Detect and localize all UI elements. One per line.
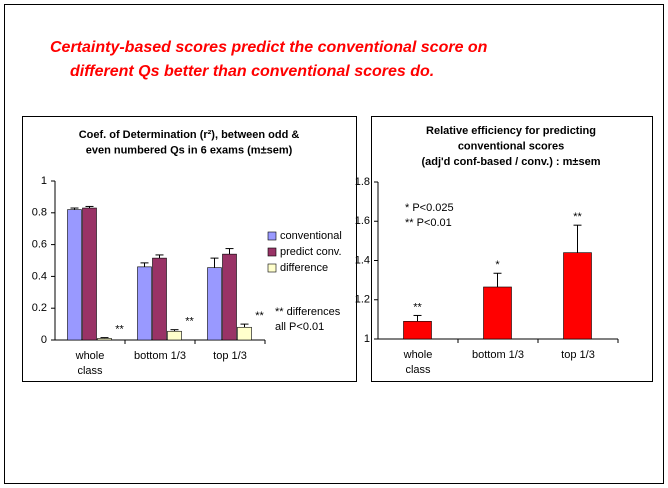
bar: [207, 267, 222, 341]
y-tick-label: 1.6: [355, 215, 370, 227]
legend-swatch: [267, 231, 277, 241]
bar: [483, 286, 512, 340]
chart-title: (adj'd conf-based / conv.) : m±sem: [422, 156, 601, 168]
x-tick-label: bottom 1/3: [472, 349, 524, 361]
legend-label: difference: [280, 262, 328, 274]
chart-title: conventional scores: [458, 140, 564, 152]
y-tick-label: 1.4: [355, 254, 370, 266]
y-tick-label: 1: [41, 175, 47, 187]
bar: [222, 253, 237, 341]
note: all P<0.01: [275, 321, 324, 333]
x-tick-label: class: [405, 364, 431, 376]
significance-label: *: [495, 259, 500, 271]
legend-label: predict conv.: [280, 246, 342, 258]
x-tick-label: bottom 1/3: [134, 350, 186, 362]
x-tick-label: class: [77, 365, 103, 377]
bar: [67, 209, 82, 341]
significance-label: **: [573, 211, 582, 223]
y-tick-label: 0.6: [32, 239, 47, 251]
legend-swatch: [267, 263, 277, 273]
bar: [82, 207, 97, 341]
significance-label: **: [413, 301, 422, 313]
bar: [167, 330, 182, 341]
significance-label: **: [255, 310, 264, 322]
note: * P<0.025: [405, 202, 454, 214]
note: ** differences: [275, 306, 341, 318]
bar: [563, 252, 592, 340]
x-tick-label: top 1/3: [213, 350, 247, 362]
y-tick-label: 0: [41, 334, 47, 346]
bar: [403, 321, 432, 340]
bar: [152, 257, 167, 341]
chart-title: even numbered Qs in 6 exams (m±sem): [86, 144, 293, 156]
bar: [137, 266, 152, 341]
x-tick-label: whole: [75, 350, 105, 362]
y-tick-label: 0.4: [32, 270, 47, 282]
y-tick-label: 1.2: [355, 294, 370, 306]
legend-label: conventional: [280, 230, 342, 242]
x-tick-label: top 1/3: [561, 349, 595, 361]
legend-swatch: [267, 247, 277, 257]
slide-title: different Qs better than conventional sc…: [70, 63, 434, 80]
y-tick-label: 1: [364, 333, 370, 345]
y-tick-label: 0.2: [32, 302, 47, 314]
significance-label: **: [185, 316, 194, 328]
y-tick-label: 1.8: [355, 176, 370, 188]
note: ** P<0.01: [405, 217, 452, 229]
slide-title: Certainty-based scores predict the conve…: [50, 39, 488, 56]
x-tick-label: whole: [403, 349, 433, 361]
bar: [97, 338, 112, 341]
chart-title: Relative efficiency for predicting: [426, 125, 596, 137]
significance-label: **: [115, 324, 124, 336]
y-tick-label: 0.8: [32, 207, 47, 219]
bar: [237, 326, 252, 341]
chart-title: Coef. of Determination (r²), between odd…: [79, 129, 300, 141]
